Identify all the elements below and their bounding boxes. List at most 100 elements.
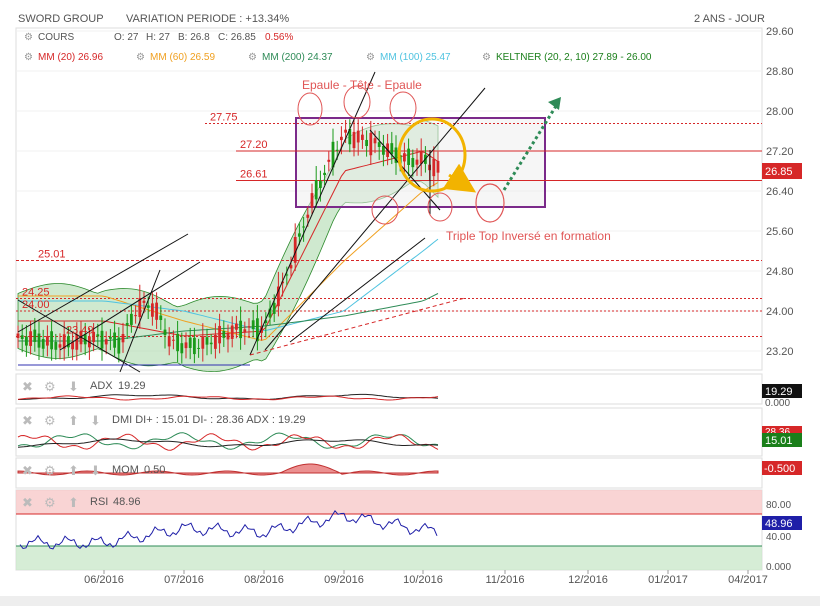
candle-body [243, 329, 247, 333]
yellow-arrow [442, 163, 477, 193]
arrow-down-icon[interactable]: ⬇ [68, 379, 79, 394]
adx-label: ADX [90, 380, 113, 392]
dmi-badge-red [762, 426, 802, 436]
adx-badge [762, 384, 802, 398]
close-icon[interactable]: ✖ [22, 463, 33, 478]
candle-body [235, 323, 238, 330]
candlesticks [16, 118, 440, 364]
price-tick: 26.40 [766, 186, 794, 198]
candle-body [92, 331, 95, 343]
candle-body [180, 343, 184, 354]
adx-value: 19.29 [118, 380, 146, 392]
ma-line [18, 238, 439, 332]
candle-body [369, 132, 373, 156]
indicator-label: MM (200) 24.37 [262, 52, 333, 63]
arrow-up-icon[interactable]: ⬆ [68, 413, 79, 428]
rsi-tick-80: 80.00 [766, 500, 791, 511]
candle-body [403, 153, 406, 162]
x-tick-label: 06/2016 [84, 574, 124, 586]
price-tick: 28.00 [766, 106, 794, 118]
bottom-circle-1 [371, 195, 399, 225]
mom-badge-value: -0.500 [764, 463, 795, 475]
candle-body [104, 339, 108, 345]
candle-body [272, 302, 276, 314]
candle-body [142, 300, 146, 303]
close-icon[interactable]: ✖ [22, 379, 33, 394]
arrow-down-icon[interactable]: ⬇ [90, 413, 101, 428]
level-label: 27.20 [240, 139, 268, 151]
trend-line [289, 237, 426, 343]
candle-body [314, 180, 318, 200]
candle-body [151, 303, 154, 317]
candle-body [67, 336, 70, 348]
candle-body [96, 334, 100, 337]
gear-icon[interactable]: ⚙ [44, 495, 56, 510]
price-axis: 29.60 28.80 28.00 27.20 26.40 25.60 24.80 24.00… [766, 26, 794, 358]
dmi-badge-green-value: 15.01 [765, 435, 793, 447]
quote-label: COURS [38, 32, 74, 43]
gear-icon[interactable]: ⚙ [44, 379, 56, 394]
arrow-up-icon[interactable]: ⬆ [68, 463, 79, 478]
candle-body [58, 344, 62, 348]
period-label[interactable]: 2 ANS - JOUR [694, 13, 765, 25]
candle-body [25, 336, 28, 346]
x-tick-label: 04/2017 [728, 574, 768, 586]
candle-body [298, 233, 301, 237]
candle-body [222, 331, 226, 338]
x-tick-label: 10/2016 [403, 574, 443, 586]
candle-body [340, 136, 343, 141]
candle-body [209, 342, 213, 345]
candle-body [289, 265, 293, 269]
indicator-row: ⚙ MM (20) 26.96 ⚙ MM (60) 26.59 ⚙ MM (200) 24… [24, 52, 652, 63]
close-icon[interactable]: ✖ [22, 495, 33, 510]
gear-icon[interactable]: ⚙ [44, 463, 56, 478]
candle-body [62, 334, 66, 349]
candle-body [377, 142, 381, 147]
last-price-value: 26.85 [765, 166, 793, 178]
head-circle [343, 85, 371, 119]
candle-body [113, 332, 116, 348]
variation-label: VARIATION PERIODE : +13.34% [126, 13, 289, 25]
price-tick: 24.80 [766, 266, 794, 278]
candle-body [411, 158, 415, 168]
candle-body [394, 147, 398, 163]
candle-body [373, 138, 377, 144]
x-tick-label: 12/2016 [568, 574, 608, 586]
level-label: 23.49 [66, 325, 94, 337]
candle-body [365, 139, 368, 147]
level-label: 24.00 [22, 299, 50, 311]
x-tick-label: 08/2016 [244, 574, 284, 586]
rsi-oversold-zone [16, 546, 762, 570]
candle-body [432, 158, 436, 177]
gear-icon[interactable]: ⚙ [44, 413, 56, 428]
candle-body [230, 325, 234, 339]
arrow-up-icon[interactable]: ⬆ [68, 495, 79, 510]
candle-body [335, 149, 339, 151]
company-name: SWORD GROUP [18, 13, 104, 25]
candle-body [163, 329, 167, 336]
candle-body [37, 333, 41, 348]
price-tick: 29.60 [766, 26, 794, 38]
gear-icon[interactable]: ⚙ [24, 32, 33, 43]
close-icon[interactable]: ✖ [22, 413, 33, 428]
level-label: 27.75 [210, 112, 238, 124]
trendlines [17, 71, 486, 373]
level-label: 26.61 [240, 169, 268, 181]
candle-body [29, 331, 32, 346]
gear-icon: ⚙ [24, 52, 33, 63]
bottom-circle-2 [427, 192, 453, 222]
candle-body [319, 180, 322, 188]
candle-body [277, 286, 280, 307]
candle-body [125, 323, 129, 326]
triple-top-annotation: Triple Top Inversé en formation [446, 229, 611, 243]
candle-body [218, 325, 221, 344]
ete-annotation: Epaule - Tête - Epaule [302, 78, 422, 92]
candle-body [382, 146, 385, 155]
indicator-label: MM (20) 26.96 [38, 52, 103, 63]
candle-body [54, 341, 58, 350]
scrollbar-track[interactable] [0, 596, 820, 606]
candle-body [239, 320, 242, 339]
arrow-down-icon[interactable]: ⬇ [90, 463, 101, 478]
